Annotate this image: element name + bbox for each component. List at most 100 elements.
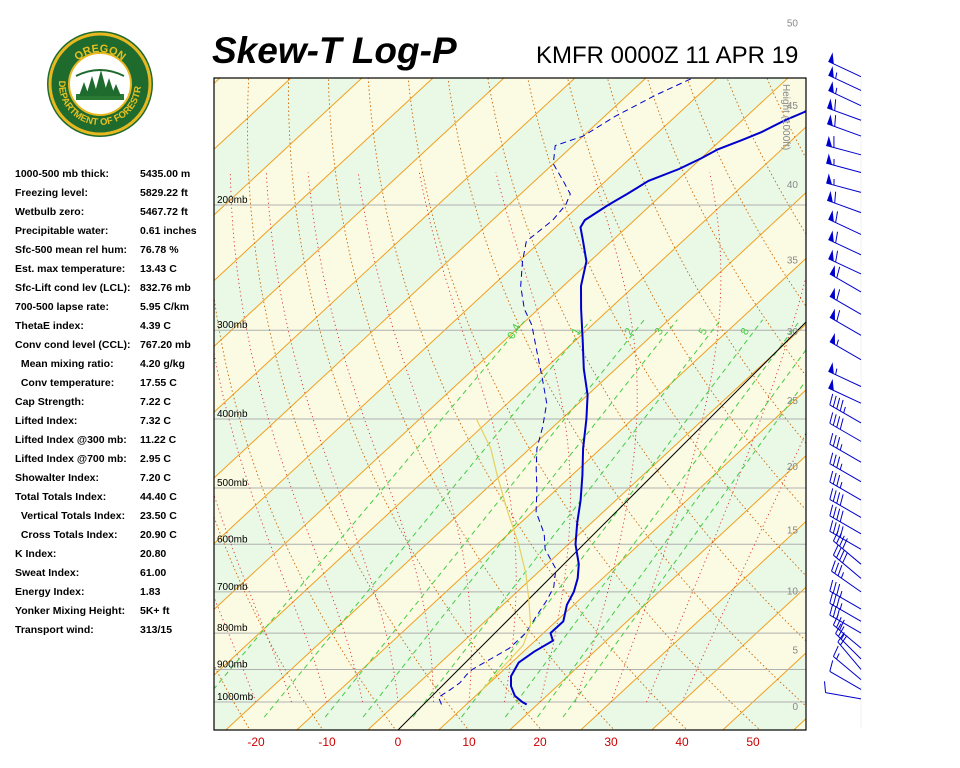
x-tick-label: 10 [462, 735, 476, 749]
index-label: ThetaE index: [15, 320, 84, 333]
index-value: 767.20 mb [140, 339, 191, 352]
index-value: 17.55 C [140, 377, 177, 390]
mixing-ratio-label: 5 [697, 326, 710, 337]
wind-barb [826, 135, 862, 156]
dewpoint-series [437, 78, 694, 705]
index-value: 76.78 % [140, 244, 179, 257]
moist-adiabat [610, 172, 722, 703]
mixing-ratio-label: 1 [570, 326, 583, 337]
pressure-label: 300mb [217, 320, 248, 331]
index-value: 0.61 inches [140, 225, 197, 238]
wind-barb [826, 153, 862, 173]
index-label: K Index: [15, 548, 57, 561]
wind-barb [827, 190, 862, 214]
isotherm-line [367, 323, 806, 730]
isotherm-band [367, 324, 806, 730]
index-value: 7.22 C [140, 396, 171, 409]
wind-barb [827, 114, 862, 137]
mixing-ratio-line [461, 319, 764, 718]
moist-adiabat [681, 431, 806, 703]
wind-barb [832, 530, 862, 565]
wind-barb [829, 332, 862, 361]
wind-barb [832, 645, 862, 680]
mixing-ratio-line [324, 319, 645, 718]
height-tick-label: 30 [787, 327, 799, 338]
dry-adiabat [447, 78, 806, 707]
index-label: Conv temperature: [15, 377, 115, 390]
wind-barb [827, 98, 862, 121]
height-tick-label: 25 [787, 396, 799, 407]
isotherm-band [863, 0, 960, 731]
wind-barb [835, 623, 862, 660]
isotherm-band [793, 718, 806, 730]
index-label: Lifted Index @700 mb: [15, 453, 127, 466]
dry-adiabat [646, 78, 806, 377]
wind-barb [829, 452, 862, 483]
wind-barb [829, 488, 862, 518]
isotherm-line [214, 78, 789, 611]
moist-adiabat [575, 172, 638, 703]
height-tick-label: 45 [787, 101, 799, 112]
wind-barb [829, 433, 862, 463]
x-tick-label: 50 [746, 735, 760, 749]
wind-barb [829, 603, 862, 634]
index-label: Precipitable water: [15, 225, 109, 238]
mixing-ratio-label: 2 [623, 326, 636, 337]
dry-adiabat [214, 293, 397, 730]
reference-line [397, 321, 806, 730]
dry-adiabat [845, 0, 960, 731]
index-label: Lifted Index @300 mb: [15, 434, 127, 447]
wind-barb [828, 210, 862, 235]
pressure-label: 600mb [217, 534, 248, 545]
dry-adiabat [606, 78, 806, 445]
mixing-ratio-line [362, 319, 678, 718]
height-tick-label: 10 [787, 586, 799, 597]
height-tick-label: 40 [787, 180, 799, 191]
index-label: Showalter Index: [15, 472, 100, 485]
index-label: Total Totals Index: [15, 491, 107, 504]
isotherm-line [580, 520, 806, 730]
moist-adiabat [229, 172, 363, 703]
temperature-series [510, 109, 806, 706]
isotherm-band [722, 652, 806, 730]
index-value: 20.90 C [140, 529, 177, 542]
wind-barb [831, 560, 862, 593]
x-tick-label: -10 [318, 735, 336, 749]
pressure-label: 500mb [217, 478, 248, 489]
index-value: 2.95 C [140, 453, 171, 466]
index-value: 23.50 C [140, 510, 177, 523]
index-value: 61.00 [140, 567, 167, 580]
dry-adiabat [327, 78, 615, 730]
index-value: 44.40 C [140, 491, 177, 504]
mixing-ratio-line [263, 319, 592, 718]
wind-barb [828, 52, 862, 78]
isotherm-line [509, 455, 806, 730]
wind-barb [828, 230, 862, 256]
mixing-ratio-label: 0.4 [505, 322, 523, 341]
height-tick-label: 35 [787, 255, 799, 266]
index-value: 313/15 [140, 624, 173, 637]
index-value: 4.20 g/kg [140, 358, 185, 371]
moist-adiabat [307, 172, 434, 702]
x-tick-label: 20 [533, 735, 547, 749]
isotherm-band [509, 455, 806, 730]
isotherm-line [214, 126, 806, 676]
height-tick-label: 50 [787, 18, 799, 29]
index-value: 5.95 C/km [140, 301, 190, 314]
index-label: Transport wind: [15, 624, 94, 637]
dry-adiabat [955, 0, 960, 731]
index-label: Energy Index: [15, 586, 85, 599]
index-label: Wetbulb zero: [15, 206, 85, 219]
index-label: Vertical Totals Index: [15, 510, 126, 523]
wind-barb [829, 504, 862, 535]
wind-barb [829, 265, 862, 293]
isotherm-band [580, 521, 806, 730]
isotherm-line [225, 192, 806, 730]
isotherm-line [793, 717, 806, 730]
index-label: Sfc-Lift cond lev (LCL): [15, 282, 131, 295]
dry-adiabat [487, 78, 806, 642]
wind-barb [829, 660, 862, 690]
index-value: 5435.00 m [140, 168, 191, 180]
isotherm-line [651, 586, 806, 730]
isotherm-line [296, 257, 806, 730]
